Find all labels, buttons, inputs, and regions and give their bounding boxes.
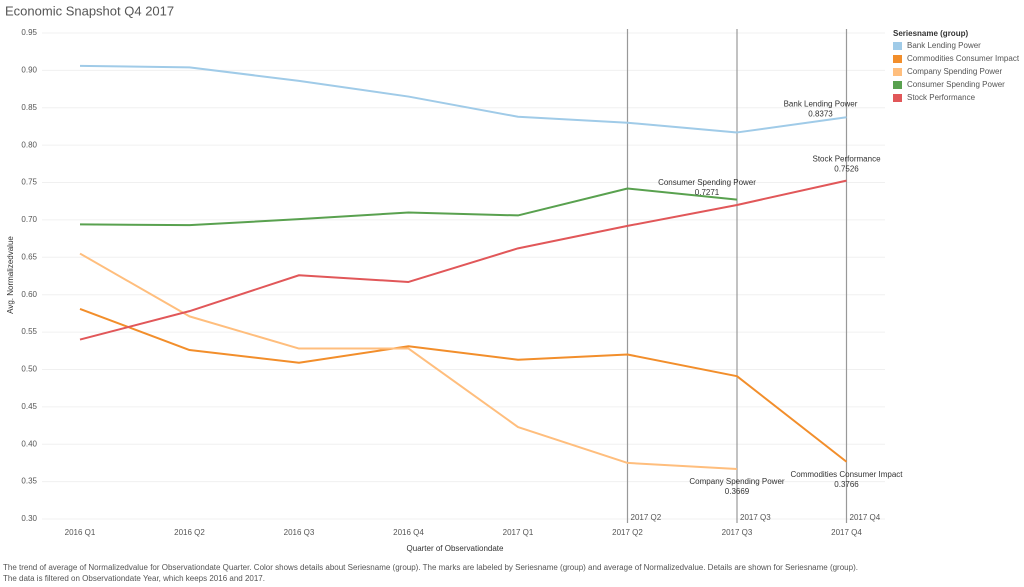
y-tick-label: 0.60 bbox=[21, 290, 37, 299]
y-tick-label: 0.55 bbox=[21, 327, 37, 336]
mark-label: Commodities Consumer Impact bbox=[790, 470, 903, 479]
mark-value-label: 0.3766 bbox=[834, 480, 859, 489]
x-axis-title: Quarter of Observationdate bbox=[407, 544, 504, 553]
y-tick-label: 0.95 bbox=[21, 28, 37, 37]
y-tick-label: 0.35 bbox=[21, 477, 37, 486]
series-line bbox=[79, 307, 848, 463]
series-line bbox=[79, 64, 847, 134]
legend-swatch bbox=[893, 81, 902, 89]
y-tick-label: 0.70 bbox=[21, 215, 37, 224]
x-tick-label: 2016 Q3 bbox=[284, 528, 315, 537]
legend-swatch bbox=[893, 55, 902, 63]
x-tick-label: 2017 Q1 bbox=[503, 528, 534, 537]
mark-label: Company Spending Power bbox=[689, 477, 785, 486]
chart-title: Economic Snapshot Q4 2017 bbox=[5, 3, 174, 18]
x-tick-label: 2016 Q1 bbox=[65, 528, 96, 537]
mark-value-label: 0.3669 bbox=[725, 487, 750, 496]
mark-label: Stock Performance bbox=[812, 155, 881, 164]
y-tick-label: 0.50 bbox=[21, 365, 37, 374]
mark-value-label: 0.7271 bbox=[695, 188, 720, 197]
legend-label: Stock Performance bbox=[907, 93, 976, 102]
legend-label: Consumer Spending Power bbox=[907, 80, 1005, 89]
caption: The trend of average of Normalizedvalue … bbox=[3, 563, 858, 572]
y-tick-label: 0.30 bbox=[21, 514, 37, 523]
caption: The data is filtered on Observationdate … bbox=[3, 574, 265, 583]
mark-label: Consumer Spending Power bbox=[658, 178, 756, 187]
mark-value-label: 0.7526 bbox=[834, 165, 859, 174]
legend-swatch bbox=[893, 68, 902, 76]
mark-label: Bank Lending Power bbox=[784, 99, 858, 108]
legend-swatch bbox=[893, 42, 902, 50]
reference-label: 2017 Q3 bbox=[740, 513, 771, 522]
legend-title: Seriesname (group) bbox=[893, 29, 968, 38]
y-tick-label: 0.80 bbox=[21, 140, 37, 149]
reference-label: 2017 Q2 bbox=[631, 513, 662, 522]
x-tick-label: 2016 Q4 bbox=[393, 528, 424, 537]
mark-value-label: 0.8373 bbox=[808, 109, 833, 118]
x-tick-label: 2017 Q2 bbox=[612, 528, 643, 537]
x-tick-label: 2017 Q4 bbox=[831, 528, 862, 537]
reference-label: 2017 Q4 bbox=[850, 513, 881, 522]
x-tick-label: 2016 Q2 bbox=[174, 528, 205, 537]
y-tick-label: 0.40 bbox=[21, 439, 37, 448]
y-tick-label: 0.75 bbox=[21, 178, 37, 187]
series-line bbox=[79, 187, 738, 227]
y-tick-label: 0.65 bbox=[21, 252, 37, 261]
legend-label: Company Spending Power bbox=[907, 67, 1003, 76]
y-tick-label: 0.90 bbox=[21, 65, 37, 74]
x-tick-label: 2017 Q3 bbox=[722, 528, 753, 537]
series-line bbox=[79, 252, 738, 470]
legend-label: Bank Lending Power bbox=[907, 41, 981, 50]
y-tick-label: 0.45 bbox=[21, 402, 37, 411]
legend-label: Commodities Consumer Impact bbox=[907, 54, 1020, 63]
y-axis-title: Avg. Normalizedvalue bbox=[6, 236, 15, 314]
series-line bbox=[79, 179, 847, 341]
y-tick-label: 0.85 bbox=[21, 103, 37, 112]
legend-swatch bbox=[893, 94, 902, 102]
